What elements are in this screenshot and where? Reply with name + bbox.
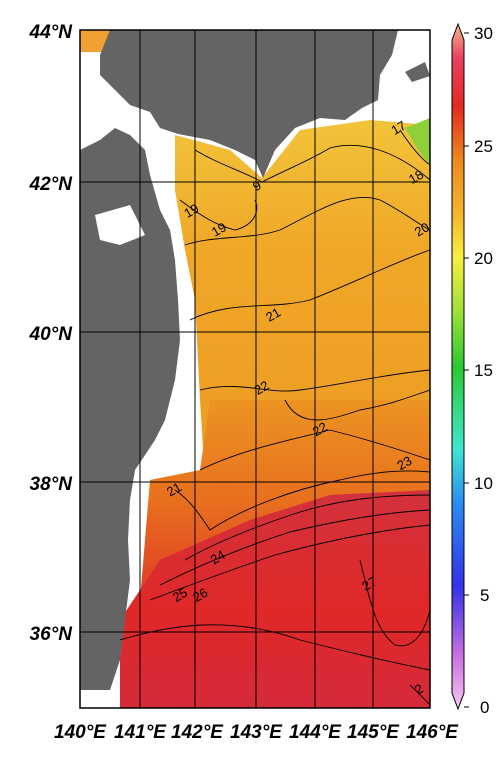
honshu-land bbox=[80, 128, 180, 690]
lon-tick-label: 141°E bbox=[114, 722, 167, 743]
contour-line bbox=[119, 624, 430, 671]
lon-tick-label: 145°E bbox=[347, 722, 400, 743]
contour-label: 21 bbox=[263, 304, 283, 324]
colorbar-label: 5 bbox=[480, 586, 489, 605]
contour-line bbox=[399, 129, 430, 166]
contour-label: 18 bbox=[406, 167, 426, 187]
contour-line bbox=[179, 199, 258, 231]
plot-frame bbox=[79, 29, 431, 709]
lat-tick-label: 38°N bbox=[30, 474, 74, 495]
colorbar-label: 25 bbox=[474, 137, 493, 156]
bay bbox=[95, 205, 145, 245]
contour-line bbox=[199, 369, 430, 392]
contour-line bbox=[184, 196, 430, 246]
lat-tick-label: 42°N bbox=[29, 174, 74, 195]
contour-label: 22 bbox=[252, 378, 272, 398]
contour-label: 27 bbox=[359, 573, 379, 593]
colorbar-label: 10 bbox=[474, 474, 493, 493]
contour-label: 22 bbox=[310, 419, 330, 439]
contour-line bbox=[189, 249, 430, 321]
contour-line bbox=[409, 684, 430, 706]
lat-tick-label: 44°N bbox=[29, 22, 74, 43]
land bbox=[80, 30, 430, 690]
hokkaido-land bbox=[100, 30, 398, 178]
contour-lines bbox=[119, 129, 430, 706]
lon-tick-label: 140°E bbox=[54, 722, 107, 743]
lon-axis: 140°E 141°E 142°E 143°E 144°E 145°E 146°… bbox=[54, 722, 459, 743]
colorbar-label: 20 bbox=[474, 249, 493, 268]
lon-tick-label: 144°E bbox=[289, 722, 342, 743]
island bbox=[405, 62, 430, 82]
contour-line bbox=[199, 429, 430, 471]
lon-tick-label: 143°E bbox=[230, 722, 283, 743]
lat-tick-label: 40°N bbox=[29, 324, 74, 345]
contour-label: 25 bbox=[170, 585, 190, 605]
lat-axis: 44°N 42°N 40°N 38°N 36°N bbox=[29, 22, 74, 645]
contour-label: 19 bbox=[181, 201, 201, 221]
colorbar-label: 30 bbox=[474, 24, 493, 43]
contour-label: 19 bbox=[209, 219, 229, 239]
south-water bbox=[120, 490, 430, 708]
contour-line bbox=[159, 509, 430, 586]
contour-line bbox=[174, 470, 430, 531]
contour-line bbox=[284, 389, 430, 421]
corner-water bbox=[80, 30, 110, 52]
sst-field bbox=[80, 30, 430, 708]
contour-line bbox=[149, 524, 430, 601]
lat-tick-label: 36°N bbox=[30, 624, 74, 645]
contour-label: 20 bbox=[412, 219, 432, 239]
colorbar-label: 15 bbox=[474, 361, 493, 380]
contour-line bbox=[359, 559, 430, 647]
grid bbox=[80, 30, 430, 708]
lon-tick-label: 142°E bbox=[171, 722, 224, 743]
contour-label: 21 bbox=[164, 479, 184, 499]
colorbar-ticks bbox=[464, 32, 469, 708]
contour-label: 17 bbox=[389, 118, 409, 138]
contour-line bbox=[194, 144, 430, 183]
lon-tick-label: 146°E bbox=[406, 722, 459, 743]
north-water bbox=[175, 120, 430, 480]
contour-line bbox=[184, 494, 430, 561]
contour-label: 24 bbox=[208, 547, 228, 567]
colorbar-label: 0 bbox=[480, 698, 489, 717]
contour-label: 26 bbox=[190, 585, 210, 605]
colorbar-bar bbox=[451, 22, 465, 711]
contour-label: 23 bbox=[394, 453, 414, 473]
credit-text: Ocean Data View bbox=[431, 603, 445, 700]
colorbar: 30 25 20 15 10 5 0 bbox=[451, 22, 493, 717]
cold-patch bbox=[405, 118, 430, 165]
